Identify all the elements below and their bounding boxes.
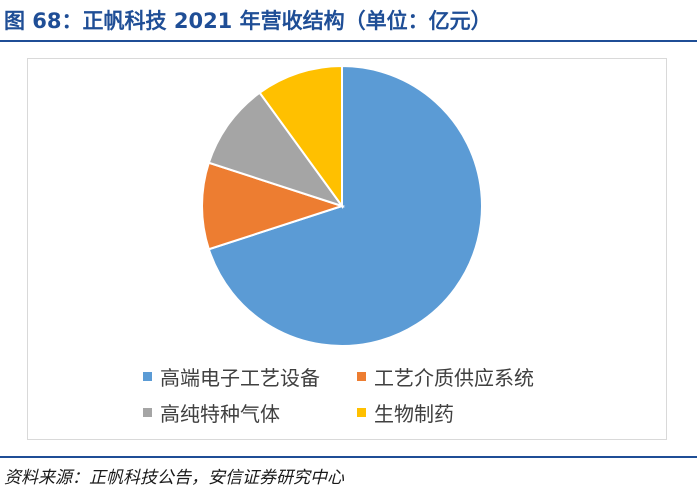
source-note: 资料来源：正帆科技公告，安信证券研究中心 (4, 468, 344, 488)
source-rule (0, 456, 697, 458)
pie-slice-equipment (207, 64, 483, 347)
pie-slice-supply-system (201, 161, 346, 251)
title-rule (0, 40, 697, 42)
figure-title: 图 68：正帆科技 2021 年营收结构（单位：亿元） (4, 9, 492, 33)
pie-slice-specialty-gas (207, 91, 345, 208)
pie-slice-biopharma (258, 64, 343, 210)
